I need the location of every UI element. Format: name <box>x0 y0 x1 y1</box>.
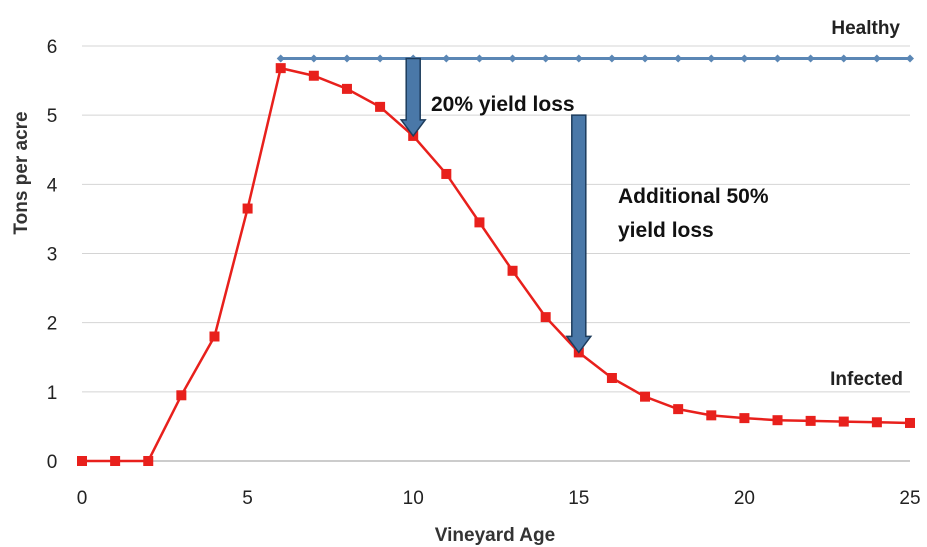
x-tick-label: 20 <box>734 488 755 509</box>
healthy-series <box>276 54 914 63</box>
infected-point <box>176 390 187 401</box>
annotation-additional-50-percent: Additional 50% yield loss <box>618 185 774 242</box>
infected-point <box>805 415 816 426</box>
x-tick-label: 10 <box>403 488 424 509</box>
healthy-point <box>740 54 749 63</box>
healthy-point <box>641 54 650 63</box>
infected-point <box>739 413 750 424</box>
infected-point <box>242 203 253 214</box>
y-tick-label: 1 <box>47 383 58 404</box>
healthy-point <box>674 54 683 63</box>
y-tick-label: 2 <box>47 314 58 335</box>
healthy-point <box>442 54 451 63</box>
infected-point <box>871 417 882 428</box>
x-tick-label: 5 <box>242 488 253 509</box>
series-label-infected: Infected <box>830 369 903 390</box>
yield-loss-arrow-2 <box>565 114 593 354</box>
y-tick-label: 6 <box>47 37 58 58</box>
healthy-point <box>574 54 583 63</box>
infected-point <box>540 312 551 323</box>
infected-point <box>209 331 220 342</box>
annotation-20-percent: 20% yield loss <box>431 93 575 116</box>
healthy-point <box>475 54 484 63</box>
infected-point <box>275 63 286 74</box>
healthy-point <box>806 54 815 63</box>
infected-point <box>606 373 617 383</box>
healthy-point <box>707 54 716 63</box>
x-tick-label: 25 <box>899 488 920 509</box>
annotation-line-2: yield loss <box>618 219 714 242</box>
healthy-point <box>376 54 385 63</box>
healthy-point <box>276 54 285 63</box>
infected-point <box>143 456 154 466</box>
infected-point <box>375 101 386 112</box>
healthy-point <box>773 54 782 63</box>
y-tick-label: 3 <box>47 245 58 266</box>
annotation-line-1: Additional 50% <box>618 185 769 208</box>
series-label-healthy: Healthy <box>831 18 900 39</box>
healthy-point <box>906 54 914 63</box>
infected-point <box>474 217 485 228</box>
y-axis-title: Tons per acre <box>11 111 32 234</box>
infected-point <box>441 168 452 179</box>
yield-loss-arrow-1 <box>399 57 427 138</box>
annotation-arrows <box>399 57 593 354</box>
healthy-point <box>607 54 616 63</box>
infected-point <box>110 456 121 466</box>
infected-point <box>341 83 352 94</box>
x-axis-title: Vineyard Age <box>435 525 555 546</box>
healthy-point <box>508 54 517 63</box>
x-tick-label: 0 <box>77 488 88 509</box>
x-tick-labels: 0 5 10 15 20 25 <box>77 488 921 509</box>
gridlines <box>82 45 910 462</box>
infected-point <box>640 391 651 402</box>
infected-point <box>77 456 87 466</box>
y-tick-label: 4 <box>47 175 58 196</box>
healthy-point <box>342 54 351 63</box>
y-tick-label: 5 <box>47 106 58 127</box>
infected-point <box>838 416 849 427</box>
healthy-point <box>839 54 848 63</box>
x-tick-label: 15 <box>568 488 589 509</box>
infected-point <box>308 70 319 81</box>
infected-point <box>772 415 783 426</box>
infected-point <box>507 265 518 276</box>
y-tick-label: 0 <box>47 452 58 473</box>
healthy-point <box>309 54 318 63</box>
infected-line <box>82 66 911 463</box>
infected-point <box>673 404 684 415</box>
infected-series <box>77 63 915 466</box>
infected-point <box>706 410 717 421</box>
y-tick-labels: 0 1 2 3 4 5 6 <box>47 37 58 473</box>
healthy-point <box>541 54 550 63</box>
healthy-point <box>872 54 881 63</box>
infected-point <box>905 417 915 428</box>
